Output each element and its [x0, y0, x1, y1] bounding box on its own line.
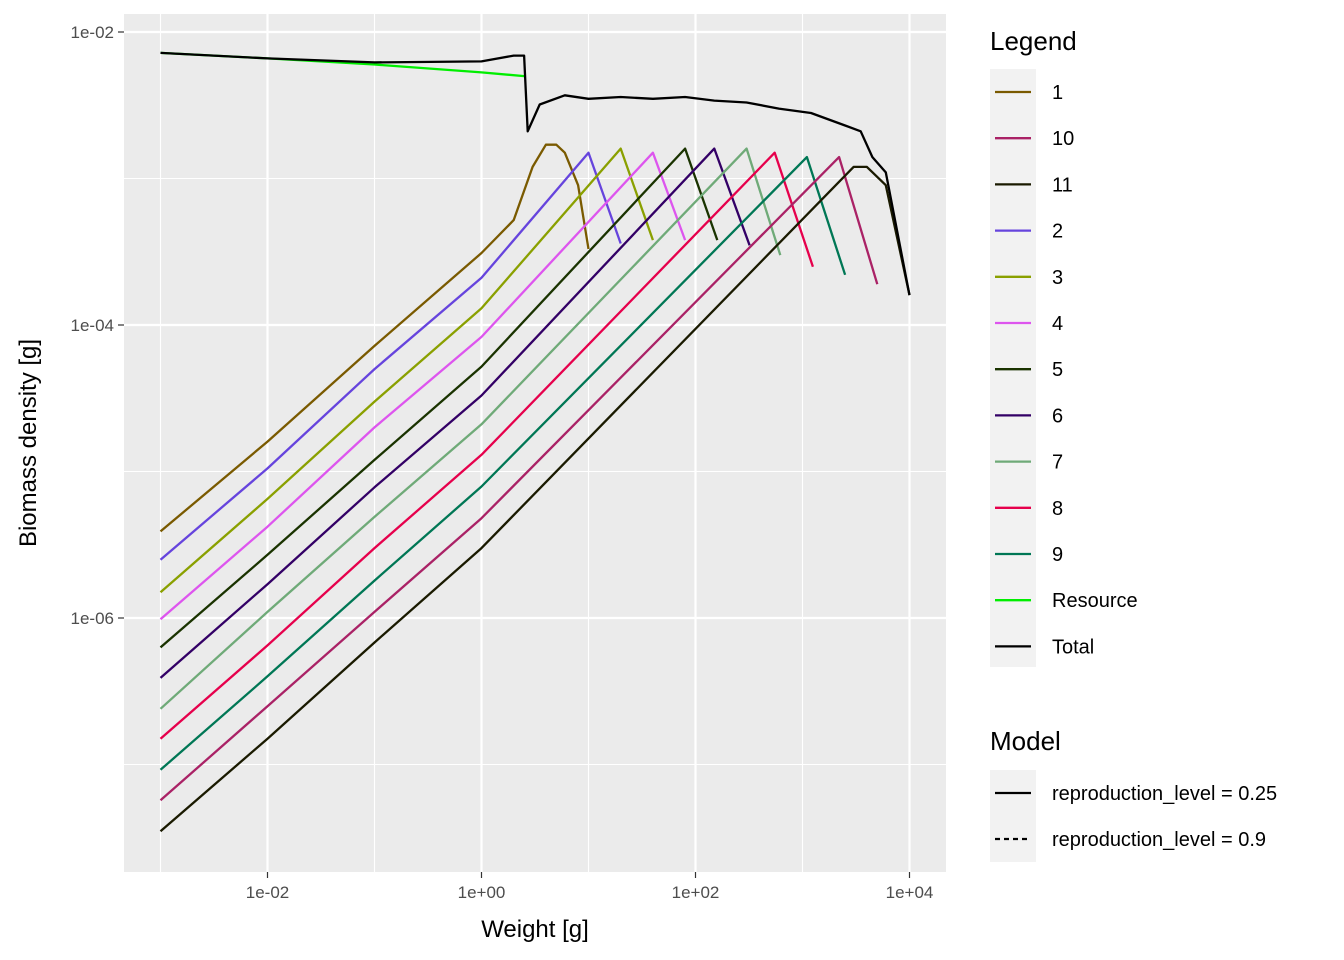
legend: Legend 1 10 11 2 3 4 5 6 7 8 9 Resource Total Model rep…	[990, 26, 1277, 862]
legend-label-3: 3	[1052, 267, 1063, 289]
model-legend-key-background	[990, 770, 1036, 862]
y-tick-label: 1e-02	[71, 23, 114, 42]
legend-label-1: 1	[1052, 82, 1063, 104]
x-tick-label: 1e-02	[246, 883, 289, 902]
y-tick-label: 1e-06	[71, 609, 114, 628]
series-line-6	[159, 147, 751, 679]
series-line-9	[159, 155, 847, 771]
legend-label-Resource: Resource	[1052, 590, 1138, 612]
x-tick-label: 1e+00	[458, 883, 506, 902]
legend-label-6: 6	[1052, 405, 1063, 427]
legend-label-4: 4	[1052, 313, 1063, 335]
y-axis: 1e-02 1e-04 1e-06	[71, 23, 124, 628]
legend-label-Total: Total	[1052, 636, 1094, 658]
model-legend-title: Model	[990, 726, 1061, 756]
x-axis-title: Weight [g]	[481, 916, 589, 943]
series-line-10	[159, 155, 879, 802]
series-line-11	[159, 165, 911, 833]
legend-title: Legend	[990, 26, 1077, 56]
legend-label-9: 9	[1052, 544, 1063, 566]
grid-minor	[124, 14, 946, 872]
legend-label-5: 5	[1052, 359, 1063, 381]
legend-label-11: 11	[1052, 174, 1073, 196]
series-line-7	[159, 147, 782, 710]
legend-key-background	[990, 69, 1036, 667]
series-line-Total	[160, 51, 911, 296]
legend-label-2: 2	[1052, 221, 1063, 243]
series-line-2	[159, 151, 622, 561]
legend-label-8: 8	[1052, 498, 1063, 520]
y-tick-label: 1e-04	[71, 316, 114, 335]
series-line-4	[159, 151, 687, 621]
panel-background	[124, 14, 946, 872]
legend-label-10: 10	[1052, 128, 1074, 150]
x-tick-label: 1e+04	[886, 883, 934, 902]
x-axis: 1e-02 1e+00 1e+02 1e+04	[246, 872, 934, 902]
series-line-5	[159, 147, 719, 649]
legend-label-7: 7	[1052, 452, 1063, 474]
y-axis-title: Biomass density [g]	[15, 339, 42, 547]
series-line-8	[159, 151, 814, 740]
series-line-3	[159, 147, 654, 594]
series-layer	[159, 51, 911, 833]
model-legend-label: reproduction_level = 0.9	[1052, 829, 1266, 851]
series-line-1	[159, 143, 590, 533]
model-legend-label: reproduction_level = 0.25	[1052, 783, 1277, 805]
x-tick-label: 1e+02	[672, 883, 720, 902]
